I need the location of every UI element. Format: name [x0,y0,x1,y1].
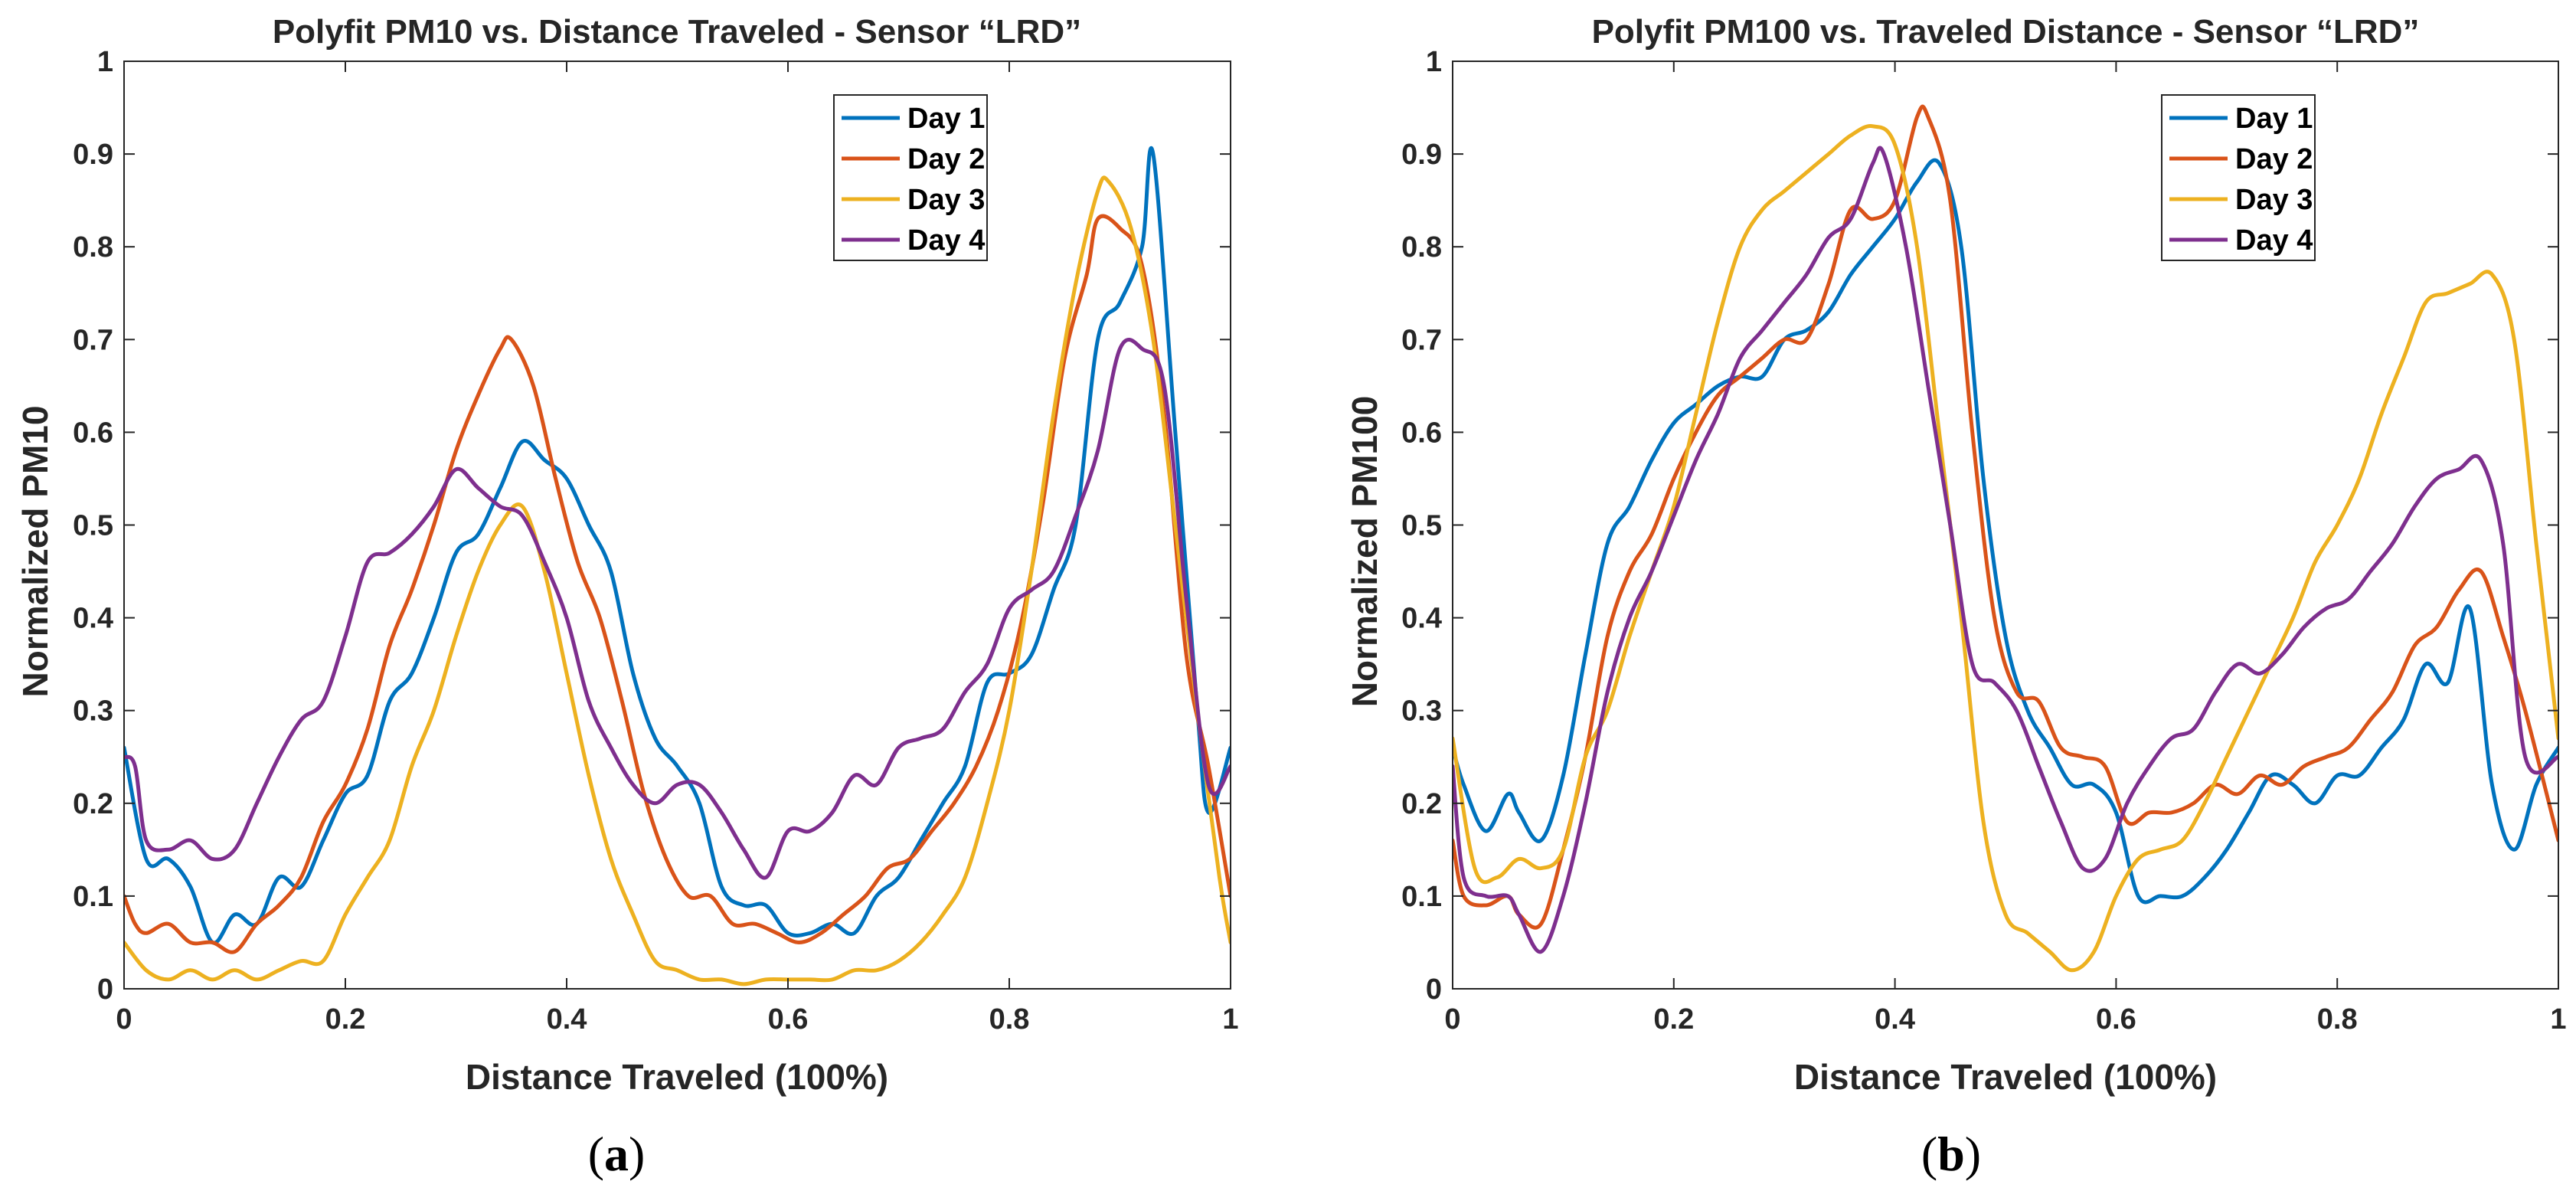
chart-b-ylabel: Normalized PM100 [1345,396,1384,707]
chart-a-ylabel: Normalized PM10 [15,406,55,698]
chart-b-legend-label-day-1: Day 1 [2235,103,2313,135]
panel-label-b-close: ) [1965,1127,1981,1181]
chart-a-ytick-label: 0.3 [73,695,113,728]
chart-b-plot-area [1453,61,2558,989]
chart-b-xtick-label: 0.4 [1875,1003,1915,1036]
chart-a-xtick-label: 0.8 [989,1003,1030,1036]
svg-text:(b): (b) [1921,1127,1981,1181]
chart-b-ytick-label: 0.8 [1401,231,1442,263]
chart-b-ytick-label: 0.9 [1401,139,1442,171]
panel-label-b-letter: b [1937,1127,1965,1181]
chart-b-series-day-1 [1453,158,2558,905]
chart-b-ytick-label: 0 [1426,973,1442,1006]
panel-label-a: (a) [588,1127,646,1181]
chart-a-xlabel: Distance Traveled (100%) [466,1057,888,1097]
chart-a-legend-label-day-2: Day 2 [907,143,985,175]
chart-a-ytick-label: 0.8 [73,231,113,263]
chart-a-xtick-label: 0.6 [768,1003,809,1036]
svg-text:(a): (a) [588,1127,646,1181]
chart-b-ytick-label: 0.6 [1401,417,1442,449]
chart-a-ytick-label: 1 [97,46,113,78]
chart-b-xtick-label: 0.8 [2317,1003,2358,1036]
chart-a-series-day-1 [124,146,1231,945]
chart-a-legend: Day 1 Day 2 Day 3 Day 4 [833,94,988,261]
chart-a-legend-label-day-1: Day 1 [907,103,985,135]
chart-b-legend-box [2161,94,2316,261]
chart-b-series-day-2 [1453,104,2558,930]
chart-b-ytick-label: 0.5 [1401,510,1442,542]
chart-b-xtick-label: 0.2 [1653,1003,1694,1036]
panel-b-chart: Polyfit PM100 vs. Traveled Distance - Se… [1345,13,2567,1097]
panel-label-a-letter: a [604,1127,629,1181]
chart-a-series-day-2 [124,214,1231,954]
chart-a-xtick-label: 0.2 [325,1003,366,1036]
chart-a-ytick-label: 0.4 [73,603,113,635]
chart-b-xtick-label: 0.6 [2096,1003,2136,1036]
chart-b-xtick-label: 0 [1444,1003,1460,1036]
chart-a-xtick-label: 0 [116,1003,132,1036]
chart-b-ytick-label: 0.4 [1401,603,1442,635]
chart-b-ytick-label: 0.3 [1401,695,1442,728]
panel-label-a-close: ) [629,1127,645,1181]
chart-a-series-day-3 [124,175,1231,987]
chart-a-legend-label-day-4: Day 4 [907,224,985,257]
chart-b-ytick-label: 0.7 [1401,324,1442,356]
chart-b-series-group [1453,104,2558,973]
chart-a-ytick-label: 0.1 [73,881,113,913]
chart-a-ytick-label: 0.6 [73,417,113,449]
chart-b-legend-label-day-3: Day 3 [2235,184,2313,216]
panel-label-b: (b) [1921,1127,1981,1181]
chart-a-xtick-label: 1 [1222,1003,1238,1036]
chart-a-ytick-label: 0.7 [73,324,113,356]
chart-b-title: Polyfit PM100 vs. Traveled Distance - Se… [1592,13,2420,51]
chart-a-legend-label-day-3: Day 3 [907,184,985,216]
chart-a-legend-box [833,94,988,261]
chart-a-ytick-label: 0.5 [73,510,113,542]
chart-a-ytick-label: 0 [97,973,113,1006]
chart-b-xlabel: Distance Traveled (100%) [1794,1057,2217,1097]
chart-b-series-day-4 [1453,146,2558,954]
chart-a-plot-area [124,61,1231,989]
panel-label-b-open: ( [1921,1127,1937,1181]
chart-a-series-day-4 [124,338,1231,880]
chart-a-ytick-label: 0.9 [73,139,113,171]
chart-b-legend: Day 1 Day 2 Day 3 Day 4 [2161,94,2316,261]
chart-b-xtick-label: 1 [2550,1003,2566,1036]
chart-a-title: Polyfit PM10 vs. Distance Traveled - Sen… [273,13,1081,51]
panel-label-a-open: ( [588,1127,604,1181]
chart-a-series-group [124,146,1231,987]
chart-b-ytick-label: 0.2 [1401,788,1442,820]
chart-a-ytick-label: 0.2 [73,788,113,820]
chart-b-ytick-label: 1 [1426,46,1442,78]
chart-b-legend-label-day-4: Day 4 [2235,224,2313,257]
chart-b-legend-label-day-2: Day 2 [2235,143,2313,175]
panel-a-chart: Polyfit PM10 vs. Distance Traveled - Sen… [15,13,1239,1097]
chart-b-series-day-3 [1453,124,2558,973]
chart-b-ytick-label: 0.1 [1401,881,1442,913]
chart-a-xtick-label: 0.4 [547,1003,587,1036]
